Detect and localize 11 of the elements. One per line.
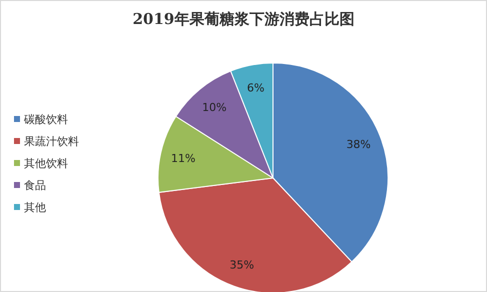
- data-label: 38%: [346, 138, 371, 152]
- data-label: 6%: [247, 82, 264, 95]
- legend-label: 其他: [24, 201, 46, 214]
- data-label: 11%: [170, 152, 196, 165]
- chart-title: 2019年果葡糖浆下游消费占比图: [132, 10, 354, 28]
- legend-label: 食品: [24, 179, 46, 192]
- data-label: 10%: [202, 101, 227, 114]
- legend-label: 其他饮料: [24, 157, 68, 170]
- legend-label: 碳酸饮料: [23, 113, 68, 126]
- data-label: 35%: [230, 258, 254, 272]
- legend-label: 果蔬汁饮料: [24, 135, 79, 148]
